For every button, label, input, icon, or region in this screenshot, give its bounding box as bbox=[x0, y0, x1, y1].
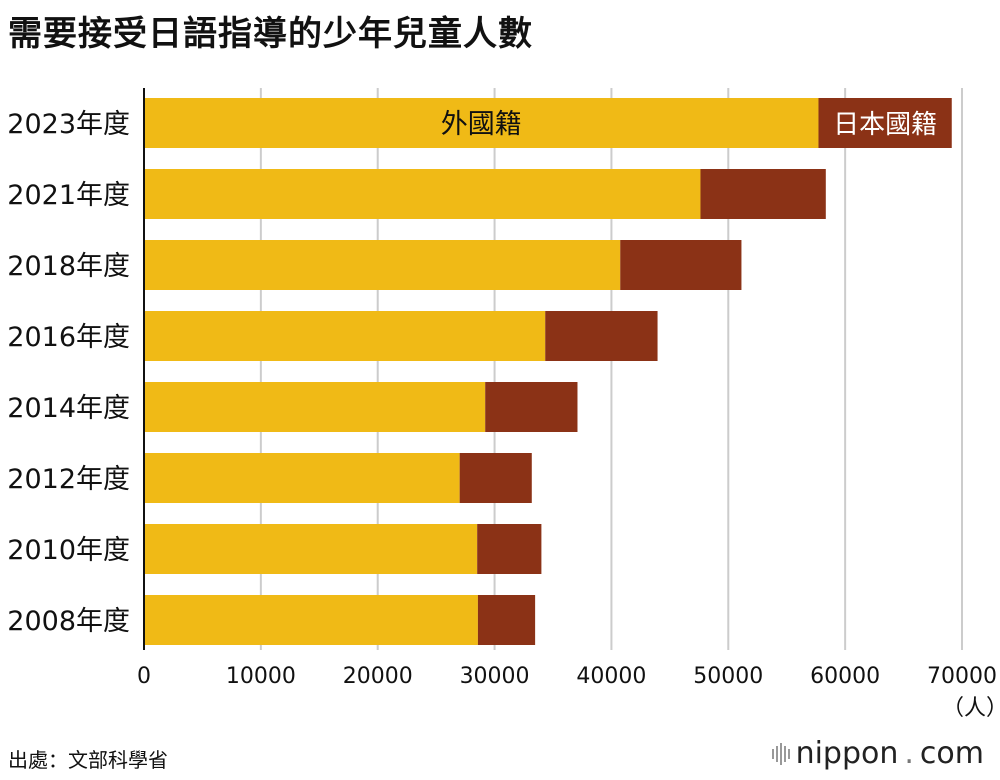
unit-label: （人） bbox=[942, 696, 1000, 721]
y-category-label: 2021年度 bbox=[7, 180, 130, 211]
bar-foreign bbox=[144, 595, 478, 645]
x-tick-label: 20000 bbox=[343, 664, 413, 689]
y-category-label: 2016年度 bbox=[7, 322, 130, 353]
bar-foreign bbox=[144, 382, 486, 432]
x-tick-label: 50000 bbox=[693, 664, 763, 689]
bar-foreign bbox=[144, 453, 460, 503]
legend-label-foreign: 外國籍 bbox=[441, 109, 522, 140]
brand-dot: . bbox=[904, 736, 914, 771]
bar-japanese bbox=[620, 240, 742, 290]
x-tick-label: 70000 bbox=[927, 664, 997, 689]
bar-japanese bbox=[459, 453, 532, 503]
brand-logo: nippon. com bbox=[771, 736, 984, 771]
x-tick-label: 40000 bbox=[576, 664, 646, 689]
x-tick-label: 30000 bbox=[460, 664, 530, 689]
brand-name: nippon bbox=[795, 736, 899, 771]
chart-title: 需要接受日語指導的少年兒童人數 bbox=[8, 14, 533, 54]
nippon-logo-icon bbox=[771, 741, 790, 767]
brand-tld: com bbox=[919, 736, 984, 771]
y-category-label: 2010年度 bbox=[7, 535, 130, 566]
bar-foreign bbox=[144, 524, 478, 574]
y-category-label: 2012年度 bbox=[7, 464, 130, 495]
x-tick-label: 0 bbox=[137, 664, 151, 689]
y-category-label: 2018年度 bbox=[7, 251, 130, 282]
bar-japanese bbox=[477, 595, 536, 645]
bar-japanese bbox=[700, 169, 826, 219]
bar-foreign bbox=[144, 311, 546, 361]
bar-foreign bbox=[144, 240, 621, 290]
bar-japanese bbox=[545, 311, 658, 361]
y-category-label: 2023年度 bbox=[7, 109, 130, 140]
bar-japanese bbox=[485, 382, 578, 432]
bar-foreign bbox=[144, 169, 701, 219]
legend-label-japanese: 日本國籍 bbox=[833, 110, 937, 140]
bar-foreign bbox=[144, 98, 819, 148]
x-tick-label: 10000 bbox=[226, 664, 296, 689]
bar-japanese bbox=[477, 524, 542, 574]
x-tick-label: 60000 bbox=[810, 664, 880, 689]
source-note: 出處：文部科學省 bbox=[8, 748, 168, 772]
y-category-label: 2014年度 bbox=[7, 393, 130, 424]
y-category-label: 2008年度 bbox=[7, 606, 130, 637]
bar-japanese bbox=[818, 98, 952, 148]
